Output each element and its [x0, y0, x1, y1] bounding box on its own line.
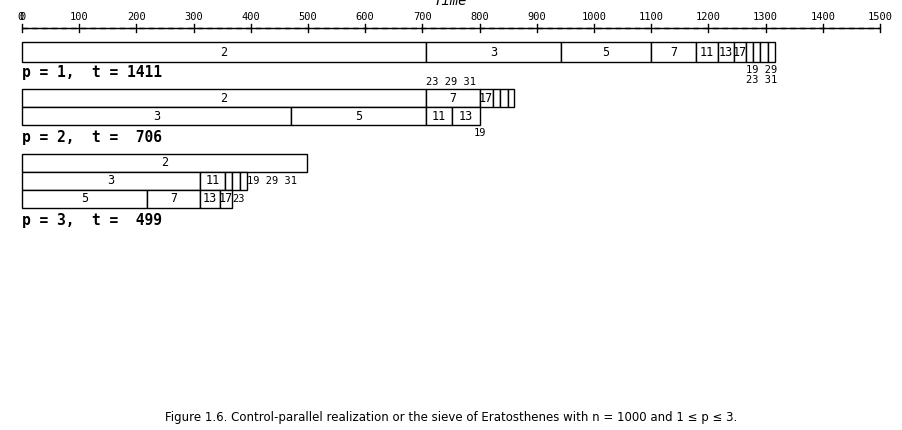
Text: p = 3,  t =  499: p = 3, t = 499 [22, 213, 162, 228]
Text: 7: 7 [170, 193, 177, 206]
Text: 2: 2 [220, 46, 227, 58]
Text: Time: Time [434, 0, 468, 8]
Text: 23 29 31: 23 29 31 [426, 77, 476, 87]
Text: 600: 600 [355, 12, 374, 22]
Text: 1200: 1200 [696, 12, 721, 22]
Text: 1100: 1100 [639, 12, 664, 22]
Bar [695, 42, 718, 62]
Text: 0: 0 [17, 12, 23, 22]
Text: 13: 13 [719, 46, 733, 58]
Text: 200: 200 [127, 12, 146, 22]
Bar [492, 89, 501, 107]
Text: 5: 5 [354, 110, 362, 123]
Bar [200, 190, 220, 208]
Text: p = 1,  t = 1411: p = 1, t = 1411 [22, 65, 162, 80]
Text: p = 2,  t =  706: p = 2, t = 706 [22, 130, 162, 145]
Bar [22, 154, 308, 172]
Text: 19: 19 [474, 128, 486, 138]
Bar [718, 42, 734, 62]
Bar [753, 42, 760, 62]
Bar [734, 42, 746, 62]
Text: 11: 11 [700, 46, 713, 58]
Bar [426, 89, 480, 107]
Text: 700: 700 [413, 12, 432, 22]
Bar [651, 42, 695, 62]
Bar [426, 42, 561, 62]
Text: 2: 2 [220, 92, 227, 104]
Text: 13: 13 [203, 193, 217, 206]
Text: 800: 800 [470, 12, 489, 22]
Bar [22, 89, 426, 107]
Bar [768, 42, 776, 62]
Text: 7: 7 [449, 92, 456, 104]
Bar [233, 172, 240, 190]
Text: 3: 3 [107, 175, 115, 187]
Bar [760, 42, 768, 62]
Bar [501, 89, 508, 107]
Text: 2: 2 [161, 157, 169, 169]
Bar [22, 107, 290, 125]
Text: 17: 17 [479, 92, 493, 104]
Text: 5: 5 [81, 193, 87, 206]
Bar [508, 89, 514, 107]
Text: 300: 300 [184, 12, 203, 22]
Bar [200, 172, 226, 190]
Text: Figure 1.6. Control-parallel realization or the sieve of Eratosthenes with n = 1: Figure 1.6. Control-parallel realization… [165, 412, 737, 424]
Text: 1000: 1000 [582, 12, 606, 22]
Text: 3: 3 [152, 110, 160, 123]
Bar [22, 42, 426, 62]
Text: 1300: 1300 [753, 12, 778, 22]
Text: 500: 500 [299, 12, 318, 22]
Text: 7: 7 [670, 46, 677, 58]
Bar [426, 107, 452, 125]
Text: 0: 0 [19, 12, 25, 22]
Text: 11: 11 [206, 175, 220, 187]
Bar [746, 42, 753, 62]
Text: 23: 23 [233, 194, 245, 204]
Text: 23 31: 23 31 [746, 75, 777, 85]
Text: 19 29 31: 19 29 31 [247, 176, 298, 186]
Text: 400: 400 [242, 12, 260, 22]
Bar [480, 89, 492, 107]
Bar [22, 172, 200, 190]
Bar [240, 172, 247, 190]
Text: 3: 3 [490, 46, 497, 58]
Text: 1400: 1400 [810, 12, 835, 22]
Bar [22, 190, 147, 208]
Bar [220, 190, 233, 208]
Text: 900: 900 [528, 12, 547, 22]
Text: 11: 11 [432, 110, 446, 123]
Bar [290, 107, 426, 125]
Bar [561, 42, 651, 62]
Text: 17: 17 [219, 193, 234, 206]
Text: 13: 13 [459, 110, 473, 123]
Bar [147, 190, 200, 208]
Text: 1500: 1500 [868, 12, 892, 22]
Text: 17: 17 [732, 46, 747, 58]
Text: 19 29: 19 29 [746, 65, 777, 75]
Bar [452, 107, 480, 125]
Text: 5: 5 [603, 46, 610, 58]
Text: 100: 100 [69, 12, 88, 22]
Bar [226, 172, 233, 190]
